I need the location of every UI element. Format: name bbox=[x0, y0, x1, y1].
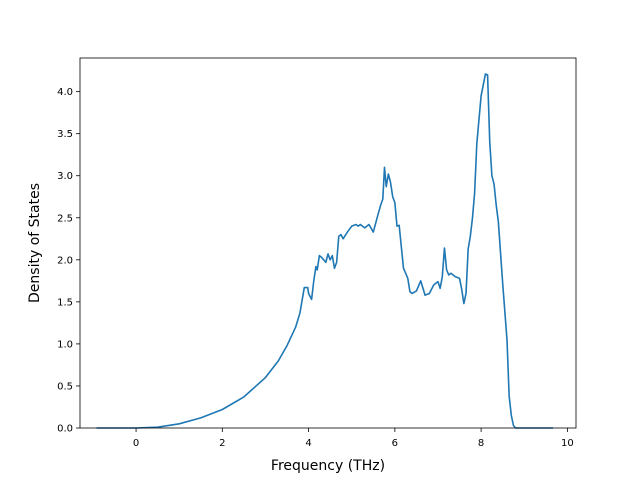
y-tick-label: 0.5 bbox=[57, 381, 73, 392]
x-tick-label: 4 bbox=[305, 438, 311, 449]
y-tick-label: 3.5 bbox=[57, 129, 73, 140]
y-tick-label: 4.0 bbox=[57, 87, 73, 98]
x-axis-label: Frequency (THz) bbox=[271, 458, 385, 474]
plot-frame bbox=[79, 57, 577, 429]
x-axis-ticks: 0 2 4 6 8 10 bbox=[133, 428, 574, 449]
x-tick-label: 6 bbox=[392, 438, 398, 449]
y-tick-label: 1.5 bbox=[57, 297, 73, 308]
x-tick-label: 8 bbox=[478, 438, 484, 449]
y-tick-label: 1.0 bbox=[57, 339, 73, 350]
y-tick-label: 2.5 bbox=[57, 213, 73, 224]
y-tick-label: 0.0 bbox=[57, 424, 73, 435]
y-axis-label: Density of States bbox=[27, 183, 43, 303]
x-tick-label: 10 bbox=[561, 438, 574, 449]
y-tick-label: 3.0 bbox=[57, 171, 73, 182]
plot-area bbox=[80, 58, 576, 428]
x-tick-label: 2 bbox=[219, 438, 225, 449]
y-tick-label: 2.0 bbox=[57, 255, 73, 266]
y-axis-ticks: 0.0 0.5 1.0 1.5 2.0 2.5 3.0 3.5 4.0 bbox=[57, 87, 80, 435]
x-tick-label: 0 bbox=[133, 438, 139, 449]
dos-series-line bbox=[96, 73, 554, 429]
